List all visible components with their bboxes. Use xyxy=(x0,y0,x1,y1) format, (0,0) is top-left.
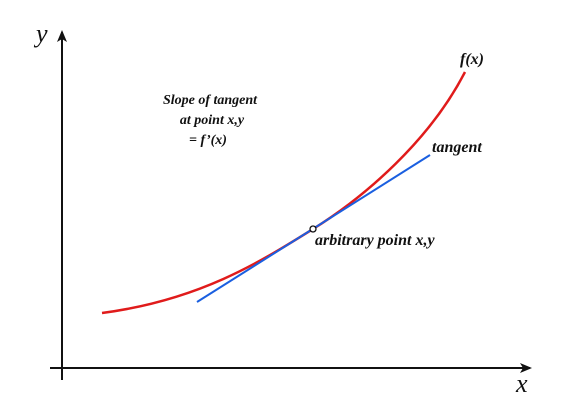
tangent-label: tangent xyxy=(432,139,482,156)
annotation-line: at point x,y xyxy=(180,113,245,128)
annotation-line: Slope of tangent xyxy=(163,93,258,108)
point-label: arbitrary point x,y xyxy=(315,232,435,249)
curve-label: f(x) xyxy=(460,51,484,68)
curve xyxy=(101,71,467,315)
point xyxy=(309,225,317,233)
annotation-line: = f’(x) xyxy=(189,133,227,148)
x-axis-label: x xyxy=(515,369,528,398)
y-axis-label: y xyxy=(33,19,48,48)
